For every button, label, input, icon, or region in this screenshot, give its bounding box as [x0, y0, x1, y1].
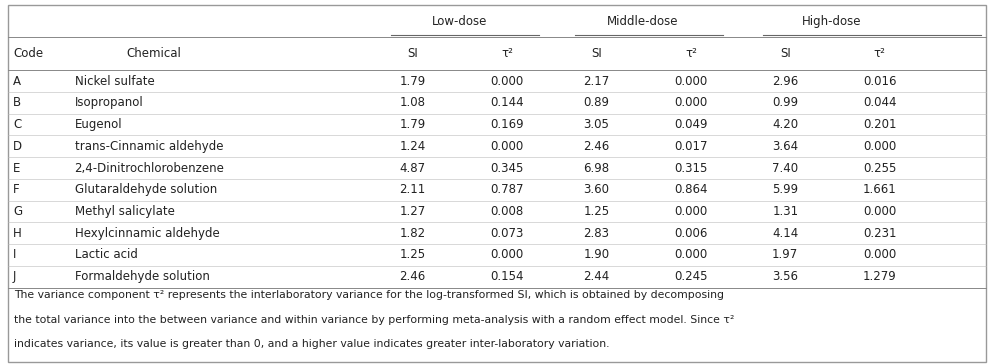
Text: 0.201: 0.201	[863, 118, 897, 131]
Text: Isopropanol: Isopropanol	[75, 96, 143, 109]
Text: 0.99: 0.99	[772, 96, 798, 109]
Text: τ²: τ²	[501, 47, 513, 60]
Text: Chemical: Chemical	[126, 47, 182, 60]
Text: 3.56: 3.56	[772, 270, 798, 283]
Text: 0.008: 0.008	[490, 205, 524, 218]
Text: 2.46: 2.46	[400, 270, 425, 283]
Text: 6.98: 6.98	[583, 162, 609, 175]
Text: 1.08: 1.08	[400, 96, 425, 109]
Text: Formaldehyde solution: Formaldehyde solution	[75, 270, 210, 283]
Text: 1.25: 1.25	[400, 249, 425, 261]
Text: 1.97: 1.97	[772, 249, 798, 261]
Text: the total variance into the between variance and within variance by performing m: the total variance into the between vari…	[14, 314, 735, 325]
Text: H: H	[13, 227, 22, 240]
Text: 0.787: 0.787	[490, 183, 524, 196]
Text: 0.169: 0.169	[490, 118, 524, 131]
Text: C: C	[13, 118, 21, 131]
Text: 4.20: 4.20	[772, 118, 798, 131]
Text: 0.049: 0.049	[674, 118, 708, 131]
Text: 3.60: 3.60	[583, 183, 609, 196]
Text: Hexylcinnamic aldehyde: Hexylcinnamic aldehyde	[75, 227, 220, 240]
Text: 0.044: 0.044	[863, 96, 897, 109]
Text: 1.27: 1.27	[400, 205, 425, 218]
Text: 0.245: 0.245	[674, 270, 708, 283]
Text: 3.64: 3.64	[772, 140, 798, 153]
Text: High-dose: High-dose	[802, 15, 862, 28]
Text: 1.79: 1.79	[400, 118, 425, 131]
Text: Code: Code	[13, 47, 43, 60]
Text: 0.000: 0.000	[674, 249, 708, 261]
Text: SI: SI	[780, 47, 790, 60]
Text: Middle-dose: Middle-dose	[607, 15, 679, 28]
Text: SI: SI	[591, 47, 601, 60]
Text: indicates variance, its value is greater than 0, and a higher value indicates gr: indicates variance, its value is greater…	[14, 339, 609, 349]
Text: 0.154: 0.154	[490, 270, 524, 283]
Text: 0.000: 0.000	[674, 96, 708, 109]
Text: Glutaraldehyde solution: Glutaraldehyde solution	[75, 183, 217, 196]
Text: SI: SI	[408, 47, 417, 60]
Text: B: B	[13, 96, 21, 109]
Text: 0.006: 0.006	[674, 227, 708, 240]
Text: 3.05: 3.05	[583, 118, 609, 131]
Text: 0.000: 0.000	[490, 249, 524, 261]
Text: 1.79: 1.79	[400, 75, 425, 88]
Text: 4.87: 4.87	[400, 162, 425, 175]
Text: Eugenol: Eugenol	[75, 118, 122, 131]
Text: 1.31: 1.31	[772, 205, 798, 218]
Text: Low-dose: Low-dose	[431, 15, 487, 28]
Text: 4.14: 4.14	[772, 227, 798, 240]
Text: F: F	[13, 183, 20, 196]
Text: 2.83: 2.83	[583, 227, 609, 240]
Text: 0.000: 0.000	[674, 205, 708, 218]
Text: 1.82: 1.82	[400, 227, 425, 240]
Text: 0.000: 0.000	[863, 249, 897, 261]
Text: 0.89: 0.89	[583, 96, 609, 109]
Text: 0.016: 0.016	[863, 75, 897, 88]
Text: Nickel sulfate: Nickel sulfate	[75, 75, 154, 88]
Text: 0.000: 0.000	[490, 75, 524, 88]
Text: J: J	[13, 270, 16, 283]
Text: 2.44: 2.44	[583, 270, 609, 283]
Text: 0.345: 0.345	[490, 162, 524, 175]
Text: 0.000: 0.000	[863, 140, 897, 153]
Text: E: E	[13, 162, 20, 175]
Text: 0.255: 0.255	[863, 162, 897, 175]
Text: τ²: τ²	[685, 47, 697, 60]
Text: 2.11: 2.11	[400, 183, 425, 196]
Text: 0.315: 0.315	[674, 162, 708, 175]
Text: 1.25: 1.25	[583, 205, 609, 218]
Text: Methyl salicylate: Methyl salicylate	[75, 205, 174, 218]
Text: 0.864: 0.864	[674, 183, 708, 196]
Text: Lactic acid: Lactic acid	[75, 249, 137, 261]
Text: I: I	[13, 249, 16, 261]
Text: 2.96: 2.96	[772, 75, 798, 88]
Text: 0.000: 0.000	[490, 140, 524, 153]
Text: 7.40: 7.40	[772, 162, 798, 175]
Text: 0.000: 0.000	[674, 75, 708, 88]
Text: 0.073: 0.073	[490, 227, 524, 240]
Text: A: A	[13, 75, 21, 88]
Text: G: G	[13, 205, 22, 218]
Text: 2.17: 2.17	[583, 75, 609, 88]
Text: D: D	[13, 140, 22, 153]
Text: 1.279: 1.279	[863, 270, 897, 283]
Text: 1.90: 1.90	[583, 249, 609, 261]
Text: 1.661: 1.661	[863, 183, 897, 196]
Text: 0.144: 0.144	[490, 96, 524, 109]
Text: 0.017: 0.017	[674, 140, 708, 153]
Text: 2.46: 2.46	[583, 140, 609, 153]
Text: 0.231: 0.231	[863, 227, 897, 240]
Text: The variance component τ² represents the interlaboratory variance for the log-tr: The variance component τ² represents the…	[14, 290, 724, 300]
Text: 5.99: 5.99	[772, 183, 798, 196]
Text: trans-Cinnamic aldehyde: trans-Cinnamic aldehyde	[75, 140, 223, 153]
Text: 1.24: 1.24	[400, 140, 425, 153]
Text: 2,4-Dinitrochlorobenzene: 2,4-Dinitrochlorobenzene	[75, 162, 225, 175]
Text: 0.000: 0.000	[863, 205, 897, 218]
Text: τ²: τ²	[874, 47, 886, 60]
